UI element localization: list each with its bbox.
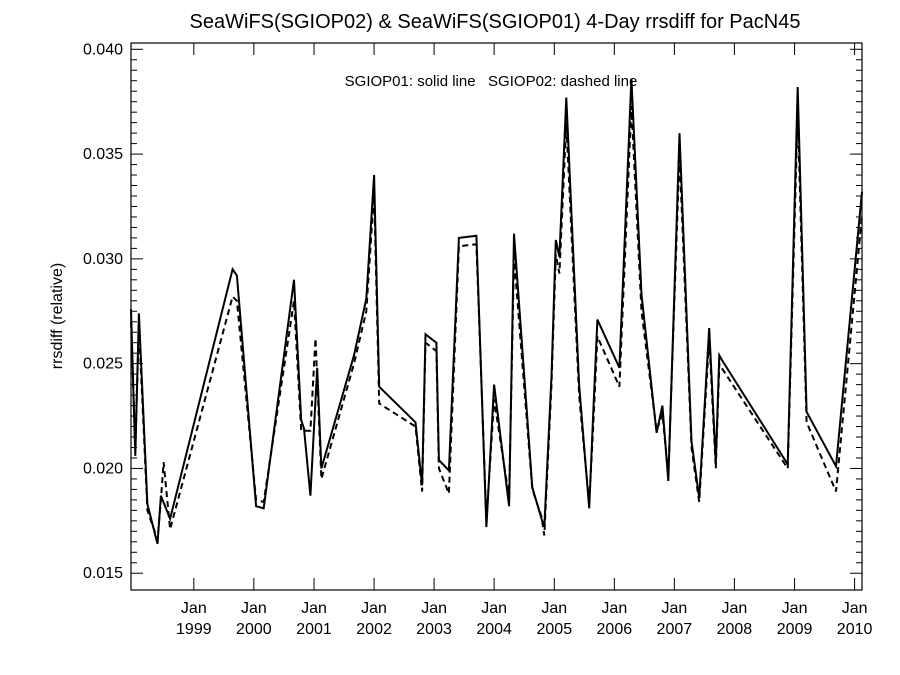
x-tick-label-month: Jan: [782, 600, 808, 617]
axis-ticks: [131, 43, 862, 590]
x-tick-label-month: Jan: [421, 600, 447, 617]
x-tick-label-year: 2003: [416, 621, 452, 638]
x-tick-label-year: 2001: [296, 621, 332, 638]
x-tick-label-month: Jan: [241, 600, 267, 617]
x-tick-label-year: 2000: [236, 621, 272, 638]
y-tick-label: 0.030: [83, 251, 123, 268]
series-line-sgiop01: [130, 78, 863, 545]
y-tick-label: 0.040: [83, 41, 123, 58]
x-tick-label-month: Jan: [541, 600, 567, 617]
x-tick-label-year: 2004: [476, 621, 512, 638]
x-tick-label-month: Jan: [481, 600, 507, 617]
series-line-sgiop02: [130, 105, 863, 541]
x-tick-label-month: Jan: [842, 600, 868, 617]
y-tick-label: 0.035: [83, 146, 123, 163]
x-tick-label-year: 2002: [356, 621, 392, 638]
x-tick-label-month: Jan: [601, 600, 627, 617]
y-tick-label: 0.015: [83, 565, 123, 582]
x-tick-label-month: Jan: [361, 600, 387, 617]
x-tick-label-year: 2007: [657, 621, 693, 638]
x-tick-label-year: 2009: [777, 621, 813, 638]
y-tick-label: 0.025: [83, 356, 123, 373]
x-tick-label-year: 2008: [717, 621, 753, 638]
plot-frame: [130, 42, 863, 591]
series-lines: [130, 78, 863, 545]
x-tick-label-year: 2005: [537, 621, 573, 638]
x-tick-label-month: Jan: [301, 600, 327, 617]
x-tick-label-year: 2006: [597, 621, 633, 638]
x-tick-label-year: 1999: [176, 621, 212, 638]
chart-title: SeaWiFS(SGIOP02) & SeaWiFS(SGIOP01) 4-Da…: [190, 11, 801, 33]
legend-annotation: SGIOP01: solid line SGIOP02: dashed line: [345, 73, 638, 90]
x-tick-label-month: Jan: [661, 600, 687, 617]
y-tick-label: 0.020: [83, 460, 123, 477]
x-tick-labels: Jan 1999 Jan 2000 Jan 2001 Jan 2002 Jan 2003 Jan 20…: [176, 600, 872, 638]
x-tick-label-year: 2010: [837, 621, 873, 638]
x-tick-label-month: Jan: [721, 600, 747, 617]
y-axis-label: rrsdiff (relative): [49, 263, 66, 369]
x-tick-label-month: Jan: [181, 600, 207, 617]
y-tick-labels: 0.015 0.020 0.025 0.030 0.035 0.040: [83, 41, 123, 582]
